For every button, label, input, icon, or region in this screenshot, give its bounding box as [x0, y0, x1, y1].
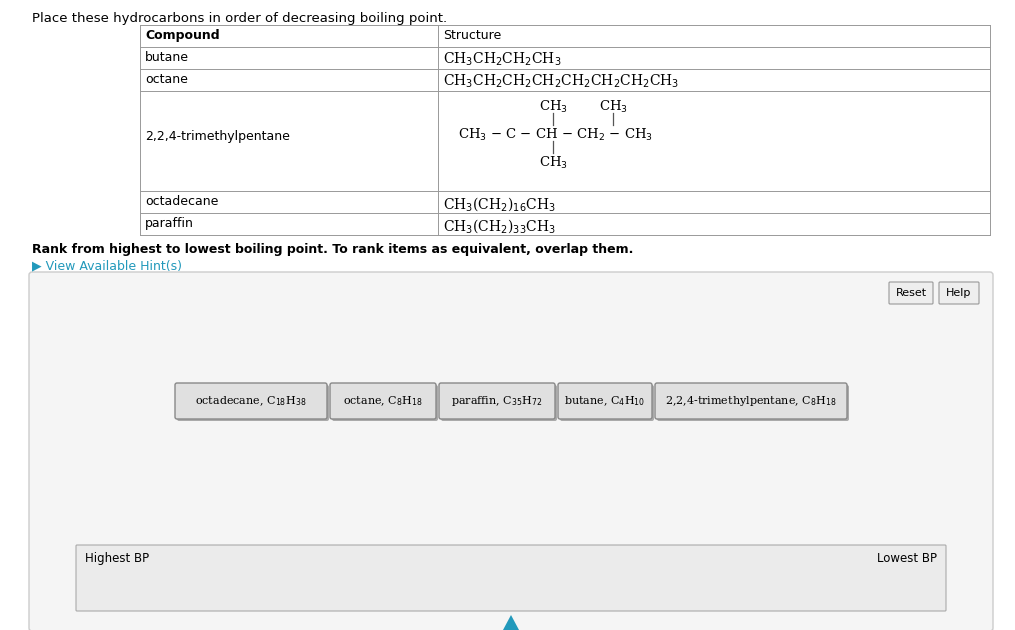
- Text: Highest BP: Highest BP: [85, 552, 149, 565]
- Text: butane, C$_4$H$_{10}$: butane, C$_4$H$_{10}$: [564, 394, 646, 408]
- Text: Lowest BP: Lowest BP: [877, 552, 937, 565]
- Text: Place these hydrocarbons in order of decreasing boiling point.: Place these hydrocarbons in order of dec…: [32, 12, 448, 25]
- Text: octane, C$_8$H$_{18}$: octane, C$_8$H$_{18}$: [343, 394, 423, 408]
- Text: Compound: Compound: [145, 29, 219, 42]
- FancyBboxPatch shape: [439, 383, 555, 419]
- Text: butane: butane: [145, 51, 189, 64]
- FancyBboxPatch shape: [889, 282, 933, 304]
- Text: ▶ View Available Hint(s): ▶ View Available Hint(s): [32, 259, 182, 272]
- FancyBboxPatch shape: [177, 385, 329, 421]
- Text: CH$_3$: CH$_3$: [539, 99, 567, 115]
- Text: paraffin: paraffin: [145, 217, 194, 230]
- FancyBboxPatch shape: [76, 545, 946, 611]
- FancyBboxPatch shape: [939, 282, 979, 304]
- FancyBboxPatch shape: [175, 383, 327, 419]
- Text: Structure: Structure: [443, 29, 501, 42]
- FancyBboxPatch shape: [441, 385, 557, 421]
- Text: CH$_3$ $-$ C $-$ CH $-$ CH$_2$ $-$ CH$_3$: CH$_3$ $-$ C $-$ CH $-$ CH$_2$ $-$ CH$_3…: [458, 127, 653, 143]
- FancyBboxPatch shape: [657, 385, 849, 421]
- Text: 2,2,4-trimethylpentane, C$_8$H$_{18}$: 2,2,4-trimethylpentane, C$_8$H$_{18}$: [665, 394, 837, 408]
- Text: CH$_3$CH$_2$CH$_2$CH$_3$: CH$_3$CH$_2$CH$_2$CH$_3$: [443, 51, 561, 69]
- Text: CH$_3$(CH$_2$)$_{33}$CH$_3$: CH$_3$(CH$_2$)$_{33}$CH$_3$: [443, 217, 556, 235]
- Text: CH$_3$: CH$_3$: [599, 99, 627, 115]
- Text: CH$_3$CH$_2$CH$_2$CH$_2$CH$_2$CH$_2$CH$_2$CH$_3$: CH$_3$CH$_2$CH$_2$CH$_2$CH$_2$CH$_2$CH$_…: [443, 73, 679, 90]
- Text: CH$_3$(CH$_2$)$_{16}$CH$_3$: CH$_3$(CH$_2$)$_{16}$CH$_3$: [443, 195, 556, 213]
- FancyBboxPatch shape: [330, 383, 436, 419]
- Text: Help: Help: [946, 288, 971, 298]
- Text: CH$_3$: CH$_3$: [539, 155, 567, 171]
- Text: 2,2,4-trimethylpentane: 2,2,4-trimethylpentane: [145, 130, 290, 143]
- Bar: [140, 25, 990, 235]
- FancyBboxPatch shape: [655, 383, 847, 419]
- FancyBboxPatch shape: [558, 383, 652, 419]
- Text: Rank from highest to lowest boiling point. To rank items as equivalent, overlap : Rank from highest to lowest boiling poin…: [32, 243, 633, 256]
- FancyBboxPatch shape: [29, 272, 993, 630]
- Text: octane: octane: [145, 73, 188, 86]
- Polygon shape: [503, 615, 519, 630]
- Text: paraffin, C$_{35}$H$_{72}$: paraffin, C$_{35}$H$_{72}$: [452, 394, 543, 408]
- Text: Reset: Reset: [895, 288, 927, 298]
- Text: octadecane, C$_{18}$H$_{38}$: octadecane, C$_{18}$H$_{38}$: [195, 394, 307, 408]
- FancyBboxPatch shape: [560, 385, 654, 421]
- Text: octadecane: octadecane: [145, 195, 218, 208]
- FancyBboxPatch shape: [332, 385, 438, 421]
